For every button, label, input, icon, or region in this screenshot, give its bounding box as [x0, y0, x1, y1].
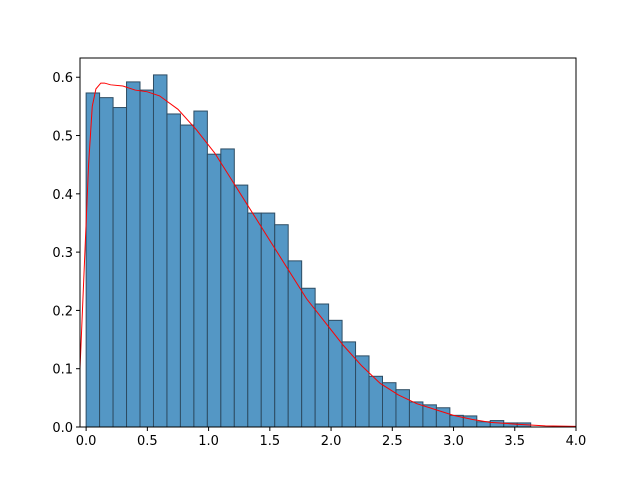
- bar: [274, 224, 289, 428]
- x-tick-label: 1.0: [198, 434, 219, 449]
- bar: [99, 97, 114, 428]
- x-tick-label: 4.0: [566, 434, 587, 449]
- x-tick-label: 2.5: [382, 434, 403, 449]
- bar: [301, 287, 316, 428]
- y-tick-label: 0.5: [52, 130, 73, 145]
- bar: [489, 420, 505, 428]
- kde-line: [79, 82, 577, 427]
- y-tick-label: 0.6: [52, 71, 73, 86]
- bar: [233, 184, 249, 428]
- bar: [152, 74, 168, 428]
- bar: [341, 341, 357, 428]
- bar: [206, 153, 222, 428]
- bar: [247, 212, 262, 428]
- bar: [287, 260, 303, 428]
- y-tick-label: 0.3: [52, 246, 73, 261]
- bar: [112, 107, 128, 428]
- bar: [126, 81, 141, 428]
- x-tick-label: 0.0: [76, 434, 97, 449]
- x-tick-label: 3.5: [504, 434, 525, 449]
- x-tick-label: 1.5: [259, 434, 280, 449]
- bar: [314, 303, 330, 428]
- bar: [85, 92, 101, 428]
- bar: [139, 89, 154, 428]
- bar: [408, 401, 424, 428]
- bar: [328, 319, 343, 428]
- y-tick-label: 0.2: [52, 304, 73, 319]
- bar: [476, 421, 491, 428]
- bar: [166, 113, 181, 428]
- y-tick-label: 0.4: [52, 188, 73, 203]
- x-tick-label: 2.0: [321, 434, 342, 449]
- bar: [179, 124, 195, 428]
- x-tick-label: 3.0: [443, 434, 464, 449]
- bar: [220, 148, 235, 428]
- y-tick-label: 0.1: [52, 363, 73, 378]
- axes-frame: [79, 57, 577, 428]
- bar: [193, 110, 208, 428]
- x-tick-label: 0.5: [137, 434, 158, 449]
- bar: [395, 389, 410, 428]
- y-tick-label: 0.0: [52, 421, 73, 436]
